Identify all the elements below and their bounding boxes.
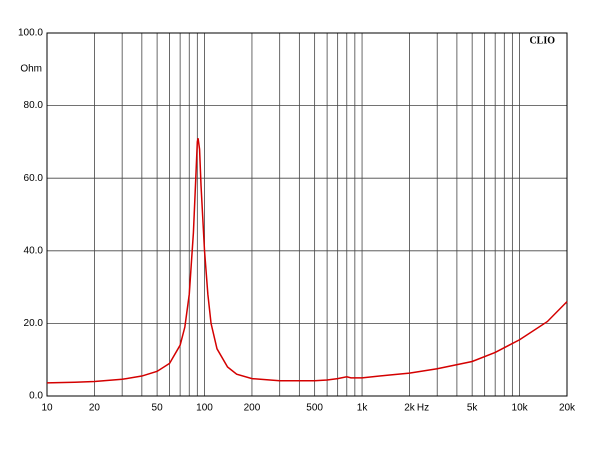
x-tick-label: 2k	[404, 403, 416, 414]
impedance-curve	[46, 138, 568, 384]
y-tick-label: 40.0	[24, 245, 44, 256]
brand: CLIO	[529, 35, 555, 46]
x-tick-label: 200	[244, 403, 261, 414]
x-unit: Hz	[417, 403, 429, 414]
x-tick-label: 20k	[559, 403, 576, 414]
y-tick-label: 100.0	[18, 28, 43, 39]
x-tick-label: 20	[89, 403, 101, 414]
y-tick-label: 20.0	[24, 318, 44, 329]
y-unit: Ohm	[20, 64, 42, 75]
x-tick-label: 500	[306, 403, 323, 414]
x-tick-label: 100	[196, 403, 213, 414]
x-tick-label: 5k	[467, 403, 479, 414]
x-tick-label: 50	[152, 403, 164, 414]
plot-frame	[46, 32, 568, 397]
x-tick-label: 1k	[357, 403, 369, 414]
y-tick-label: 60.0	[24, 173, 44, 184]
y-tick-label: 80.0	[24, 100, 44, 111]
x-tick-label: 10	[41, 403, 53, 414]
x-tick-label: 10k	[512, 403, 529, 414]
y-tick-label: 0.0	[29, 391, 43, 402]
